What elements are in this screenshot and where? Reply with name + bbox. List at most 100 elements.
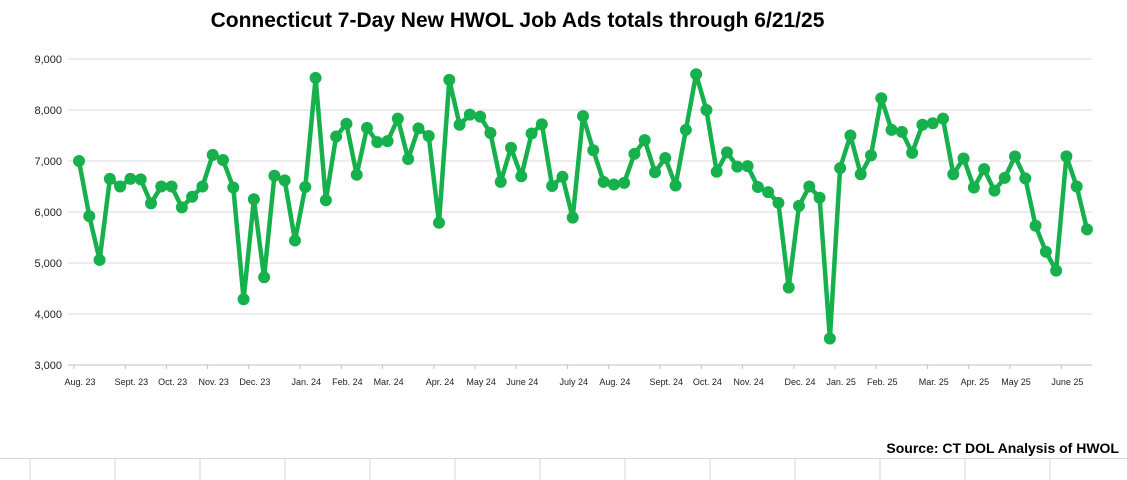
- data-point: [350, 168, 363, 181]
- data-point: [618, 176, 631, 189]
- data-point: [217, 153, 229, 166]
- data-point: [597, 175, 610, 188]
- data-point: [134, 173, 147, 186]
- data-points: [73, 68, 1093, 345]
- data-point: [247, 193, 260, 206]
- data-point: [227, 181, 240, 194]
- y-tick-label: 5,000: [34, 258, 62, 270]
- data-point: [433, 216, 445, 229]
- y-tick-label: 4,000: [34, 309, 62, 321]
- data-point: [145, 197, 157, 210]
- y-tick-label: 8,000: [34, 105, 62, 117]
- data-point: [679, 123, 692, 136]
- data-point: [196, 180, 209, 193]
- data-point: [1060, 150, 1073, 163]
- gridlines: [68, 58, 1092, 366]
- x-tick-label: Mar. 25: [919, 377, 949, 387]
- data-point: [700, 104, 713, 116]
- x-tick-label: Jan. 25: [826, 377, 856, 387]
- line-chart: 3,000 4,000 5,000 6,000 7,000 8,000 9,000 Aug.…: [34, 54, 1093, 387]
- data-point: [1029, 219, 1042, 232]
- data-point: [1070, 180, 1083, 193]
- data-point: [402, 152, 415, 165]
- data-point: [690, 68, 703, 81]
- data-point: [103, 172, 116, 185]
- data-point: [998, 171, 1011, 184]
- data-point: [505, 141, 517, 154]
- data-point: [340, 117, 353, 130]
- x-tick-label: July 24: [559, 377, 588, 387]
- data-point: [206, 148, 219, 161]
- data-point: [628, 147, 641, 160]
- data-point: [73, 155, 85, 167]
- x-tick-label: Feb. 24: [332, 377, 363, 387]
- data-point: [453, 118, 466, 131]
- data-point: [813, 191, 826, 204]
- x-tick-label: Apr. 25: [961, 377, 990, 387]
- data-point: [772, 196, 785, 209]
- data-point: [186, 190, 199, 203]
- data-point: [278, 174, 291, 187]
- data-point: [371, 136, 384, 149]
- data-point: [967, 181, 980, 194]
- data-point: [299, 181, 312, 194]
- y-tick-label: 6,000: [34, 207, 62, 219]
- data-point: [1081, 223, 1093, 236]
- data-point: [309, 71, 322, 84]
- x-tick-label: Oct. 24: [693, 377, 722, 387]
- data-point: [607, 178, 620, 191]
- data-point: [268, 169, 281, 182]
- x-tick-label: Dec. 24: [784, 377, 815, 387]
- data-point: [793, 199, 805, 212]
- data-point: [885, 123, 898, 136]
- x-tick-label: Aug. 23: [64, 377, 95, 387]
- data-point: [741, 160, 754, 173]
- data-point: [289, 234, 301, 247]
- data-point: [638, 134, 651, 147]
- data-point: [546, 179, 559, 192]
- x-tick-label: June 25: [1051, 377, 1083, 387]
- spreadsheet-gridlines: [0, 458, 1127, 480]
- data-point: [854, 168, 867, 181]
- data-point: [916, 118, 929, 131]
- data-point: [566, 211, 579, 224]
- data-point: [1009, 150, 1021, 163]
- data-point: [587, 144, 600, 157]
- data-point: [155, 180, 168, 193]
- data-point: [957, 152, 970, 165]
- x-tick-label: May 25: [1001, 377, 1031, 387]
- data-point: [659, 151, 672, 164]
- data-point: [834, 162, 847, 175]
- data-point: [175, 201, 188, 214]
- data-point: [947, 168, 960, 181]
- data-point: [525, 127, 538, 140]
- x-tick-label: Oct. 23: [158, 377, 187, 387]
- data-point: [669, 179, 682, 192]
- data-point: [124, 172, 137, 185]
- data-point: [391, 112, 404, 125]
- data-point: [114, 180, 127, 193]
- data-point: [556, 170, 569, 183]
- y-tick-label: 3,000: [34, 360, 62, 372]
- data-point: [988, 184, 1001, 197]
- data-point: [844, 129, 857, 142]
- data-point: [237, 293, 250, 306]
- x-tick-label: June 24: [506, 377, 538, 387]
- x-tick-label: Aug. 24: [599, 377, 630, 387]
- y-tick-label: 9,000: [34, 54, 62, 66]
- data-point: [731, 160, 744, 173]
- data-point: [412, 122, 425, 135]
- data-point: [978, 163, 991, 176]
- data-point: [484, 126, 497, 139]
- data-point: [937, 112, 949, 125]
- x-tick-label: Feb. 25: [867, 377, 898, 387]
- data-point: [258, 271, 271, 284]
- x-tick-label: Dec. 23: [239, 377, 270, 387]
- data-point: [93, 253, 106, 266]
- chart-title: Connecticut 7-Day New HWOL Job Ads total…: [210, 9, 825, 32]
- data-point: [319, 194, 332, 207]
- data-point: [83, 210, 96, 223]
- x-tick-label: Nov. 23: [199, 377, 229, 387]
- x-tick-label: Sept. 24: [650, 377, 684, 387]
- data-point: [803, 180, 816, 193]
